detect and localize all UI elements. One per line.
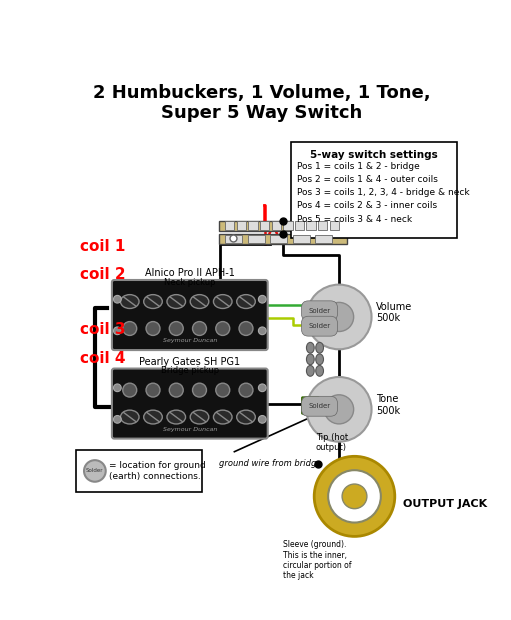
Circle shape <box>84 460 106 482</box>
Circle shape <box>123 322 137 335</box>
Circle shape <box>146 383 160 397</box>
Circle shape <box>259 327 266 335</box>
Circle shape <box>239 322 253 335</box>
Text: = location for ground
(earth) connections.: = location for ground (earth) connection… <box>109 461 205 480</box>
Circle shape <box>113 295 121 303</box>
Bar <box>315 234 332 243</box>
FancyBboxPatch shape <box>112 368 268 438</box>
Circle shape <box>324 303 354 332</box>
Ellipse shape <box>316 365 323 376</box>
Ellipse shape <box>121 410 139 424</box>
Circle shape <box>307 377 371 441</box>
Text: Pos 4 = coils 2 & 3 - inner coils: Pos 4 = coils 2 & 3 - inner coils <box>297 202 437 210</box>
Bar <box>219 234 347 244</box>
Text: Solder: Solder <box>309 308 331 314</box>
Bar <box>283 221 292 230</box>
Ellipse shape <box>307 342 314 353</box>
Bar <box>318 221 328 230</box>
Ellipse shape <box>190 294 209 309</box>
Text: Pearly Gates SH PG1: Pearly Gates SH PG1 <box>140 357 240 367</box>
Circle shape <box>216 322 230 335</box>
Ellipse shape <box>167 294 185 309</box>
Text: Seymour Duncan: Seymour Duncan <box>162 338 217 343</box>
Circle shape <box>259 384 266 392</box>
Text: Alnico Pro II APH-1: Alnico Pro II APH-1 <box>145 268 235 278</box>
Text: Tone
500k: Tone 500k <box>376 394 400 415</box>
Bar <box>292 234 310 243</box>
Circle shape <box>307 285 371 349</box>
Ellipse shape <box>316 354 323 365</box>
Circle shape <box>314 456 395 536</box>
Ellipse shape <box>307 354 314 365</box>
Ellipse shape <box>307 365 314 376</box>
Ellipse shape <box>121 294 139 309</box>
Circle shape <box>259 295 266 303</box>
Text: coil 4: coil 4 <box>80 351 125 366</box>
Bar <box>225 234 242 243</box>
FancyBboxPatch shape <box>112 280 268 350</box>
FancyBboxPatch shape <box>291 142 457 237</box>
FancyBboxPatch shape <box>302 397 319 414</box>
Bar <box>307 221 316 230</box>
Circle shape <box>324 395 354 424</box>
Circle shape <box>342 484 367 508</box>
Ellipse shape <box>190 410 209 424</box>
Circle shape <box>113 327 121 335</box>
Circle shape <box>193 322 206 335</box>
Text: Solder: Solder <box>309 323 331 329</box>
Ellipse shape <box>316 342 323 353</box>
Bar <box>260 221 269 230</box>
Text: Sleeve (ground).
This is the inner,
circular portion of
the jack: Sleeve (ground). This is the inner, circ… <box>283 540 352 580</box>
FancyBboxPatch shape <box>76 450 202 492</box>
Ellipse shape <box>237 410 256 424</box>
Text: coil 3: coil 3 <box>80 322 125 337</box>
Ellipse shape <box>214 294 232 309</box>
Text: coil 1: coil 1 <box>80 239 125 254</box>
Bar <box>330 221 339 230</box>
Text: 2 Humbuckers, 1 Volume, 1 Tone,
Super 5 Way Switch: 2 Humbuckers, 1 Volume, 1 Tone, Super 5 … <box>93 84 431 122</box>
Ellipse shape <box>144 410 162 424</box>
Text: Solder: Solder <box>309 403 331 409</box>
Ellipse shape <box>144 294 162 309</box>
Text: OUTPUT JACK: OUTPUT JACK <box>403 499 486 509</box>
Circle shape <box>113 384 121 392</box>
Text: coil 2: coil 2 <box>80 267 125 282</box>
Bar <box>247 234 265 243</box>
Bar <box>225 221 235 230</box>
Circle shape <box>193 383 206 397</box>
Text: Bridge pickup: Bridge pickup <box>161 366 219 375</box>
Bar <box>237 221 246 230</box>
Circle shape <box>216 383 230 397</box>
Circle shape <box>123 383 137 397</box>
Text: Pos 3 = coils 1, 2, 3, 4 - bridge & neck: Pos 3 = coils 1, 2, 3, 4 - bridge & neck <box>297 188 470 197</box>
Circle shape <box>113 415 121 423</box>
Text: Solder: Solder <box>86 469 104 474</box>
Circle shape <box>239 383 253 397</box>
Text: Pos 1 = coils 1 & 2 - bridge: Pos 1 = coils 1 & 2 - bridge <box>297 162 420 171</box>
Text: 5-way switch settings: 5-way switch settings <box>310 150 438 160</box>
Ellipse shape <box>167 410 185 424</box>
Text: Seymour Duncan: Seymour Duncan <box>162 427 217 432</box>
Circle shape <box>169 322 183 335</box>
Circle shape <box>169 383 183 397</box>
Circle shape <box>259 415 266 423</box>
Ellipse shape <box>214 410 232 424</box>
Bar <box>295 221 304 230</box>
Text: Volume
500k: Volume 500k <box>376 301 412 323</box>
Ellipse shape <box>237 294 256 309</box>
Text: Pos 2 = coils 1 & 4 - outer coils: Pos 2 = coils 1 & 4 - outer coils <box>297 175 438 184</box>
Circle shape <box>146 322 160 335</box>
Bar <box>270 234 287 243</box>
Circle shape <box>328 470 381 523</box>
Bar <box>271 221 281 230</box>
Text: Tip (hot
output): Tip (hot output) <box>316 433 348 453</box>
Bar <box>219 221 347 231</box>
Text: Pos 5 = coils 3 & 4 - neck: Pos 5 = coils 3 & 4 - neck <box>297 215 412 224</box>
Text: ground wire from bridge: ground wire from bridge <box>219 459 321 468</box>
Text: Neck pickup: Neck pickup <box>164 278 216 286</box>
Bar <box>248 221 258 230</box>
